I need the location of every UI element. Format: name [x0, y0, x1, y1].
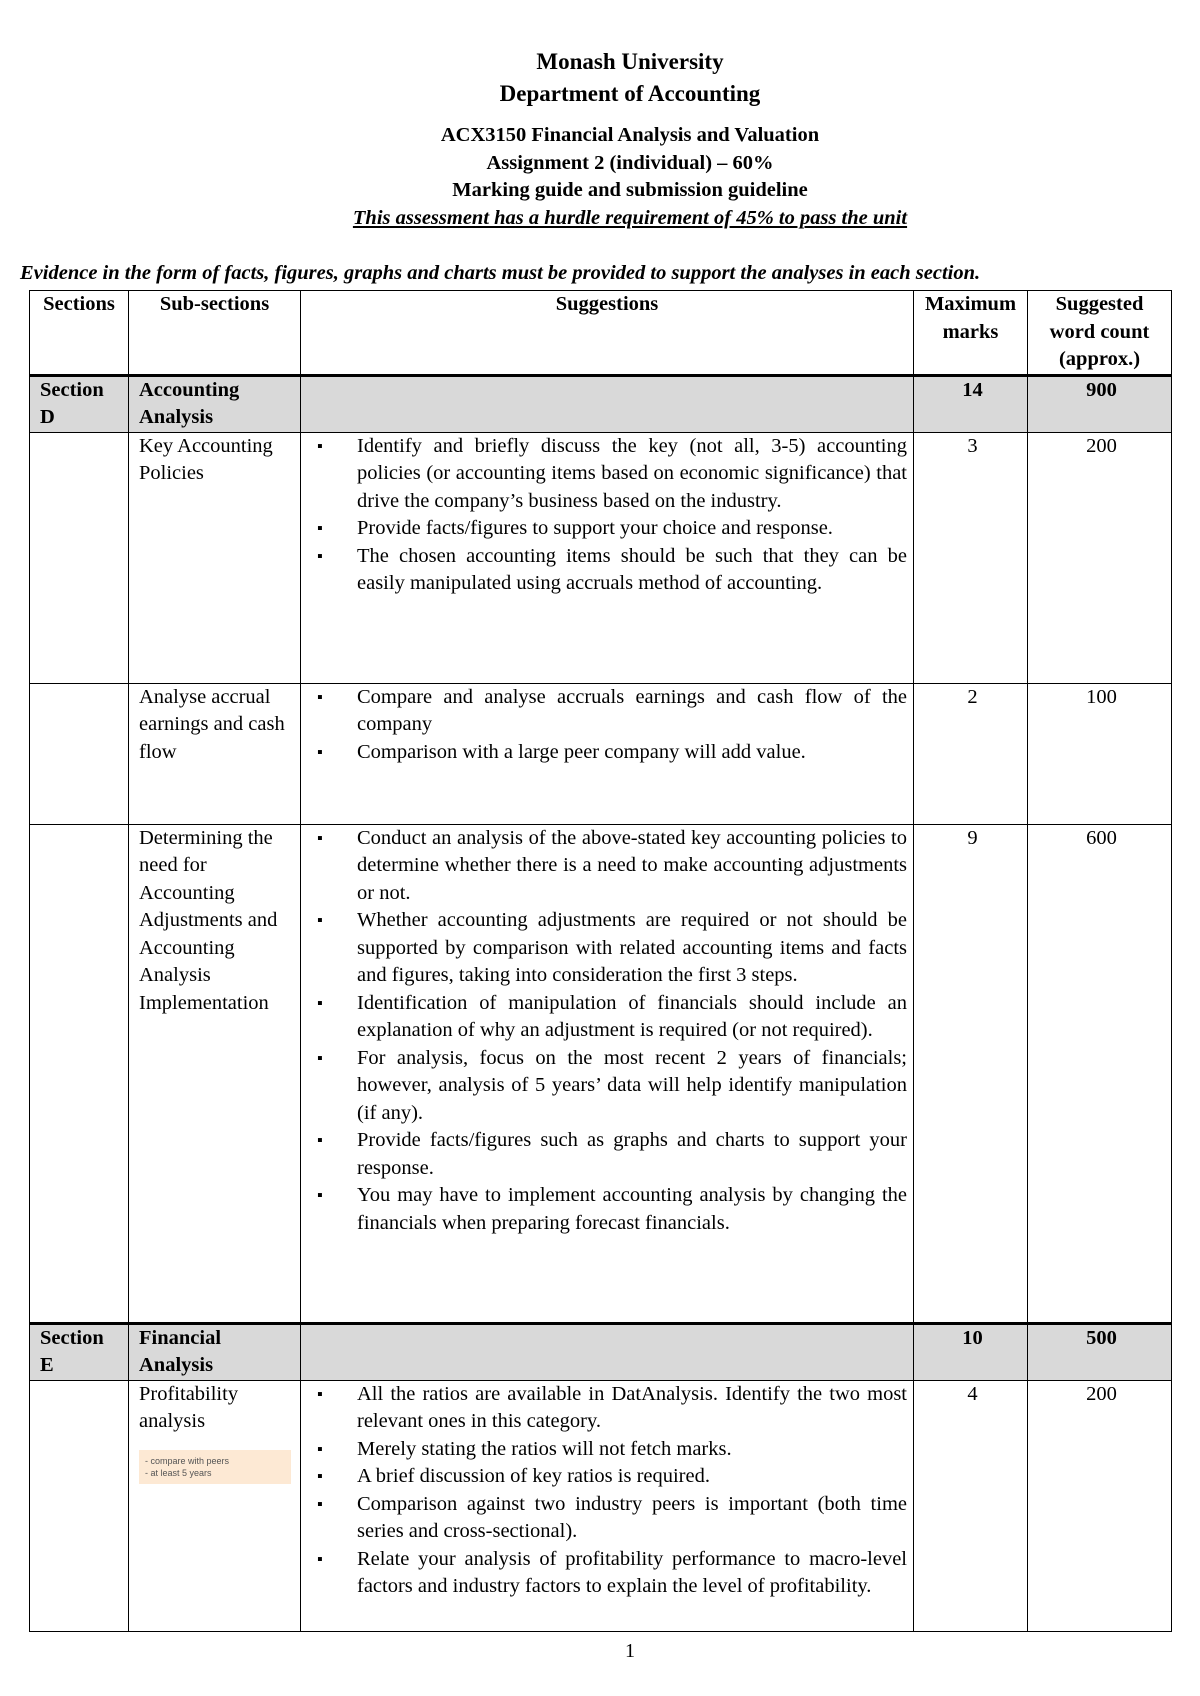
- suggestion-item: Provide facts/figures such as graphs and…: [311, 1127, 907, 1182]
- evidence-note: Evidence in the form of facts, figures, …: [20, 262, 981, 284]
- suggestions-cell: Conduct an analysis of the above-stated …: [300, 823, 914, 1324]
- column-header: Suggestions: [300, 290, 914, 376]
- subsection-row: Analyse accrual earnings and cash flow C…: [29, 682, 1172, 825]
- marks: 9: [913, 823, 1028, 1324]
- suggestions-cell: Compare and analyse accruals earnings an…: [300, 682, 914, 825]
- subsection-row: Determining the need for Accounting Adju…: [29, 823, 1172, 1324]
- word-count: 900: [1027, 374, 1172, 433]
- suggestion-item: Relate your analysis of profitability pe…: [311, 1546, 907, 1601]
- suggestion-item: The chosen accounting items should be su…: [311, 543, 907, 598]
- word-count: 100: [1027, 682, 1172, 825]
- suggestion-item: Provide facts/figures to support your ch…: [311, 515, 907, 543]
- hurdle-notice: This assessment has a hurdle requirement…: [352, 206, 908, 229]
- section-label: Section E: [29, 1322, 129, 1381]
- suggestion-item: You may have to implement accounting ana…: [311, 1182, 907, 1237]
- page-number: 1: [625, 1640, 635, 1662]
- column-header: Sections: [29, 290, 129, 376]
- suggestions-cell: All the ratios are available in DatAnaly…: [300, 1379, 914, 1632]
- suggestion-item: Whether accounting adjustments are requi…: [311, 907, 907, 990]
- subsection-cell: Analyse accrual earnings and cash flow: [128, 682, 301, 825]
- column-header: Suggested word count (approx.): [1027, 290, 1172, 376]
- word-count: 200: [1027, 1379, 1172, 1632]
- guide-title: Marking guide and submission guideline: [452, 179, 808, 201]
- section-label: Section D: [29, 374, 129, 433]
- empty-cell: [29, 431, 129, 684]
- suggestion-item: Comparison with a large peer company wil…: [311, 739, 907, 767]
- word-count: 200: [1027, 431, 1172, 684]
- suggestion-list: Compare and analyse accruals earnings an…: [311, 684, 907, 767]
- suggestions-cell: Identify and briefly discuss the key (no…: [300, 431, 914, 684]
- suggestion-item: Identify and briefly discuss the key (no…: [311, 433, 907, 516]
- subsection-title: Determining the need for Accounting Adju…: [139, 826, 278, 1014]
- section-row: Section E Financial Analysis 10 500: [29, 1322, 1172, 1381]
- subsection-row: Profitability analysis - compare with pee…: [29, 1379, 1172, 1632]
- word-count: 600: [1027, 823, 1172, 1324]
- section-title: Financial Analysis: [128, 1322, 301, 1381]
- university-name: Monash University: [536, 49, 724, 74]
- suggestion-item: Compare and analyse accruals earnings an…: [311, 684, 907, 739]
- empty-cell: [300, 374, 914, 433]
- column-header: Maximum marks: [913, 290, 1028, 376]
- marks: 3: [913, 431, 1028, 684]
- section-row: Section D Accounting Analysis 14 900: [29, 374, 1172, 433]
- marks: 14: [913, 374, 1028, 433]
- empty-cell: [29, 823, 129, 1324]
- marks: 4: [913, 1379, 1028, 1632]
- marks: 10: [913, 1322, 1028, 1381]
- subsection-cell: Profitability analysis - compare with pee…: [128, 1379, 301, 1632]
- suggestion-item: Merely stating the ratios will not fetch…: [311, 1436, 907, 1464]
- document-title: Monash University Department of Accounti…: [0, 46, 1200, 110]
- section-title: Accounting Analysis: [128, 374, 301, 433]
- suggestion-list: Identify and briefly discuss the key (no…: [311, 433, 907, 598]
- suggestion-list: All the ratios are available in DatAnaly…: [311, 1381, 907, 1601]
- suggestion-item: All the ratios are available in DatAnaly…: [311, 1381, 907, 1436]
- note-line: - at least 5 years: [145, 1467, 212, 1478]
- subsection-title: Analyse accrual earnings and cash flow: [139, 685, 285, 763]
- empty-cell: [29, 1379, 129, 1632]
- unit-name: ACX3150 Financial Analysis and Valuation: [440, 124, 820, 146]
- document-subtitle: ACX3150 Financial Analysis and Valuation…: [0, 122, 1200, 232]
- column-header: Sub-sections: [128, 290, 301, 376]
- suggestion-item: A brief discussion of key ratios is requ…: [311, 1463, 907, 1491]
- marks: 2: [913, 682, 1028, 825]
- assignment-name: Assignment 2 (individual) – 60%: [486, 151, 774, 174]
- suggestion-item: Comparison against two industry peers is…: [311, 1491, 907, 1546]
- subsection-title: Profitability analysis: [139, 1382, 239, 1433]
- subsection-row: Key Accounting Policies Identify and bri…: [29, 431, 1172, 684]
- suggestion-item: Conduct an analysis of the above-stated …: [311, 825, 907, 908]
- suggestion-item: For analysis, focus on the most recent 2…: [311, 1045, 907, 1128]
- table-header-row: Sections Sub-sections Suggestions Maximu…: [29, 290, 1172, 376]
- marking-table: Sections Sub-sections Suggestions Maximu…: [29, 290, 1172, 1632]
- subsection-cell: Key Accounting Policies: [128, 431, 301, 684]
- subsection-cell: Determining the need for Accounting Adju…: [128, 823, 301, 1324]
- suggestion-item: Identification of manipulation of financ…: [311, 990, 907, 1045]
- note-line: - compare with peers: [145, 1455, 230, 1466]
- empty-cell: [300, 1322, 914, 1381]
- empty-cell: [29, 682, 129, 825]
- suggestion-list: Conduct an analysis of the above-stated …: [311, 825, 907, 1238]
- sticky-note[interactable]: - compare with peers - at least 5 years: [139, 1449, 291, 1484]
- word-count: 500: [1027, 1322, 1172, 1381]
- subsection-title: Key Accounting Policies: [139, 434, 273, 485]
- department-name: Department of Accounting: [499, 81, 761, 106]
